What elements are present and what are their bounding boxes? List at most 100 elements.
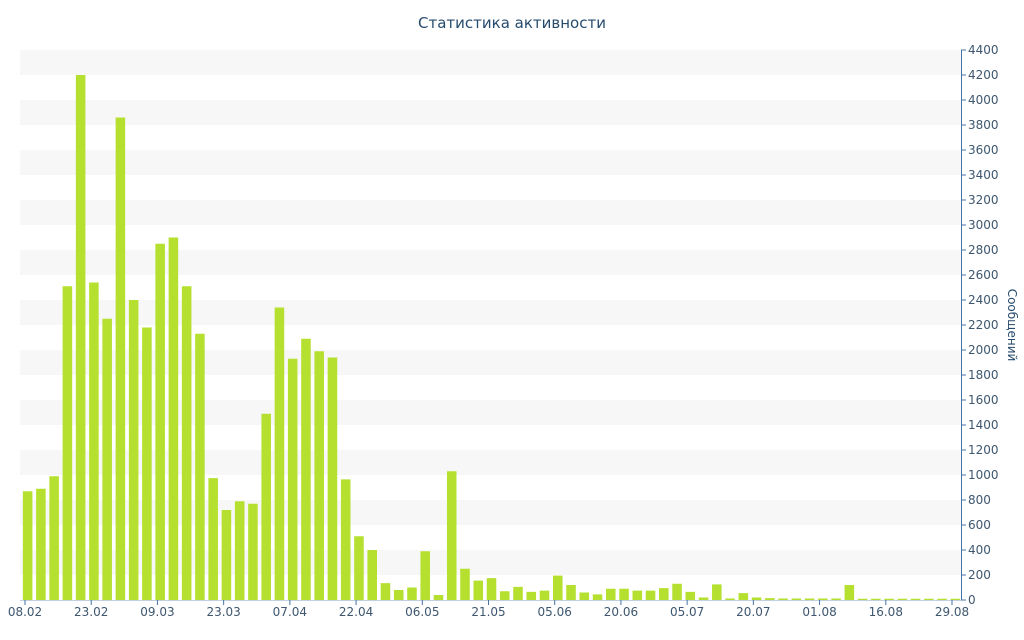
- bar: [539, 590, 550, 600]
- bar: [698, 597, 709, 600]
- y-tick-label: 800: [968, 493, 991, 507]
- bar: [168, 237, 179, 600]
- bar: [393, 590, 404, 600]
- bar: [672, 583, 682, 600]
- bar: [712, 584, 722, 600]
- x-tick-label: 06.05: [405, 605, 439, 619]
- x-tick-label: 21.05: [471, 605, 505, 619]
- bar: [659, 588, 669, 600]
- bar: [155, 243, 165, 600]
- y-tick-label: 1000: [968, 468, 999, 482]
- x-tick-label: 20.06: [604, 605, 638, 619]
- bar: [725, 598, 735, 600]
- x-tick-label: 20.07: [736, 605, 770, 619]
- y-tick-label: 2800: [968, 243, 999, 257]
- bar: [89, 282, 99, 600]
- bar: [552, 575, 563, 600]
- bar: [142, 327, 152, 600]
- y-tick-label: 1800: [968, 368, 999, 382]
- bar: [606, 588, 616, 600]
- y-tick-label: 2600: [968, 268, 999, 282]
- bar: [248, 503, 258, 600]
- bar: [831, 598, 841, 600]
- bar: [751, 597, 762, 600]
- grid-band: [20, 150, 961, 175]
- bar: [473, 580, 484, 600]
- bar: [314, 351, 324, 600]
- y-tick-label: 1600: [968, 393, 999, 407]
- bar: [579, 592, 590, 600]
- bar: [685, 591, 696, 600]
- bar: [486, 578, 497, 600]
- y-tick-label: 2200: [968, 318, 999, 332]
- y-tick-label: 3400: [968, 168, 999, 182]
- bar: [62, 286, 73, 600]
- bar: [115, 117, 126, 600]
- bar: [181, 286, 192, 600]
- bar: [513, 586, 523, 600]
- y-axis-title: Сообщений: [1005, 289, 1019, 362]
- bar: [327, 357, 338, 600]
- bar: [102, 318, 112, 600]
- bar: [234, 501, 245, 600]
- bar: [910, 598, 921, 600]
- grid-band: [20, 100, 961, 125]
- bar: [407, 587, 417, 600]
- y-tick-label: 400: [968, 543, 991, 557]
- bar: [367, 550, 377, 600]
- bar: [566, 585, 576, 600]
- bar: [287, 358, 298, 600]
- x-tick-label: 01.08: [802, 605, 836, 619]
- y-tick-label: 4000: [968, 93, 999, 107]
- bar: [221, 510, 232, 600]
- bar: [36, 488, 46, 600]
- x-tick-label: 05.06: [538, 605, 572, 619]
- bar: [897, 598, 908, 600]
- bar: [778, 598, 788, 600]
- bar: [22, 491, 33, 600]
- bar: [592, 594, 603, 600]
- bar: [738, 593, 749, 600]
- bar: [871, 598, 881, 600]
- bar: [380, 583, 391, 600]
- bar: [261, 413, 271, 600]
- bar: [274, 307, 285, 600]
- y-tick-label: 200: [968, 568, 991, 582]
- y-tick-label: 4400: [968, 43, 999, 57]
- bar: [499, 591, 510, 600]
- bar: [619, 588, 629, 600]
- bar: [791, 598, 802, 600]
- y-tick-label: 4200: [968, 68, 999, 82]
- bar: [645, 590, 656, 600]
- y-tick-label: 3200: [968, 193, 999, 207]
- bar: [49, 476, 59, 600]
- bar: [446, 471, 457, 600]
- bar: [844, 585, 855, 600]
- bar: [765, 598, 775, 600]
- x-tick-label: 16.08: [869, 605, 903, 619]
- bar: [420, 551, 431, 600]
- bar: [950, 598, 961, 600]
- bar: [632, 590, 643, 600]
- y-tick-label: 600: [968, 518, 991, 532]
- x-tick-label: 05.07: [670, 605, 704, 619]
- x-tick-label: 09.03: [140, 605, 174, 619]
- bar: [924, 598, 934, 600]
- y-tick-label: 2400: [968, 293, 999, 307]
- x-tick-label: 29.08: [935, 605, 969, 619]
- bar: [301, 338, 311, 600]
- bar: [195, 333, 205, 600]
- x-tick-label: 23.03: [206, 605, 240, 619]
- y-tick-label: 1200: [968, 443, 999, 457]
- bar: [128, 300, 139, 600]
- bar: [75, 75, 86, 600]
- bar: [340, 479, 351, 600]
- y-tick-label: 3600: [968, 143, 999, 157]
- bar: [460, 568, 470, 600]
- bar: [804, 598, 815, 600]
- x-tick-label: 08.02: [8, 605, 42, 619]
- y-tick-label: 0: [968, 593, 976, 607]
- bar: [937, 598, 947, 600]
- bar: [818, 598, 828, 600]
